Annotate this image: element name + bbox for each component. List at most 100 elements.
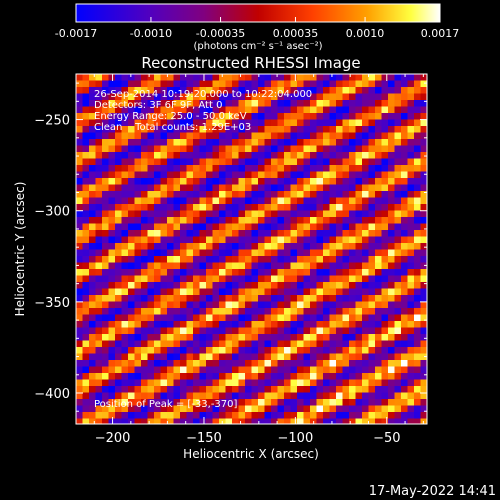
heatmap-cell bbox=[89, 386, 96, 393]
heatmap-cell bbox=[297, 80, 304, 88]
heatmap-cell bbox=[121, 347, 129, 354]
heatmap-cell bbox=[329, 269, 337, 276]
heatmap-cell bbox=[271, 288, 278, 296]
heatmap-cell bbox=[290, 327, 298, 335]
heatmap-cell bbox=[76, 340, 83, 348]
heatmap-cell bbox=[108, 275, 116, 283]
heatmap-cell bbox=[180, 80, 187, 88]
heatmap-cell bbox=[167, 223, 174, 231]
heatmap-cell bbox=[336, 418, 343, 424]
heatmap-cell bbox=[82, 314, 90, 322]
heatmap-cell bbox=[323, 301, 330, 309]
heatmap-cell bbox=[388, 386, 395, 393]
heatmap-cell bbox=[316, 262, 324, 270]
heatmap-cell bbox=[420, 93, 427, 101]
heatmap-cell bbox=[219, 184, 226, 192]
heatmap-cell bbox=[225, 340, 233, 348]
heatmap-cell bbox=[167, 334, 174, 341]
heatmap-cell bbox=[420, 152, 427, 159]
heatmap-cell bbox=[329, 126, 337, 133]
heatmap-cell bbox=[154, 288, 161, 296]
heatmap-cell bbox=[121, 373, 129, 380]
heatmap-cell bbox=[89, 347, 96, 354]
heatmap-cell bbox=[362, 373, 369, 380]
heatmap-cell bbox=[271, 243, 278, 250]
heatmap-cell bbox=[186, 308, 194, 315]
heatmap-cell bbox=[147, 132, 155, 140]
heatmap-cell bbox=[388, 191, 395, 198]
heatmap-cell bbox=[375, 308, 382, 315]
heatmap-cell bbox=[141, 132, 148, 140]
heatmap-cell bbox=[277, 243, 285, 250]
heatmap-cell bbox=[368, 360, 376, 367]
heatmap-cell bbox=[284, 340, 291, 348]
heatmap-cell bbox=[316, 295, 324, 302]
heatmap-cell bbox=[76, 204, 83, 211]
heatmap-cell bbox=[147, 243, 155, 250]
heatmap-cell bbox=[245, 340, 252, 348]
heatmap-cell bbox=[173, 379, 181, 387]
heatmap-cell bbox=[381, 314, 389, 322]
heatmap-cell bbox=[225, 353, 233, 361]
heatmap-cell bbox=[219, 321, 226, 328]
heatmap-cell bbox=[212, 249, 220, 257]
heatmap-cell bbox=[154, 308, 161, 315]
heatmap-cell bbox=[160, 217, 168, 224]
heatmap-cell bbox=[115, 217, 122, 224]
heatmap-cell bbox=[115, 145, 122, 153]
heatmap-cell bbox=[225, 197, 233, 205]
heatmap-cell bbox=[219, 288, 226, 296]
heatmap-cell bbox=[219, 405, 226, 413]
heatmap-cell bbox=[121, 392, 129, 400]
heatmap-cell bbox=[388, 340, 395, 348]
heatmap-cell bbox=[355, 353, 363, 361]
heatmap-cell bbox=[394, 347, 402, 354]
heatmap-cell bbox=[219, 171, 226, 179]
heatmap-cell bbox=[102, 379, 109, 387]
heatmap-cell bbox=[199, 106, 207, 114]
heatmap-cell bbox=[95, 288, 103, 296]
heatmap-cell bbox=[76, 262, 83, 270]
heatmap-cell bbox=[394, 275, 402, 283]
heatmap-cell bbox=[147, 230, 155, 237]
heatmap-cell bbox=[160, 126, 168, 133]
heatmap-cell bbox=[238, 308, 246, 315]
heatmap-cell bbox=[420, 262, 427, 270]
heatmap-cell bbox=[277, 327, 285, 335]
heatmap-cell bbox=[323, 366, 330, 374]
heatmap-cell bbox=[154, 106, 161, 114]
heatmap-cell bbox=[336, 314, 343, 322]
heatmap-cell bbox=[193, 223, 200, 231]
heatmap-cell bbox=[388, 158, 395, 166]
heatmap-cell bbox=[303, 165, 311, 172]
heatmap-cell bbox=[115, 80, 122, 88]
heatmap-cell bbox=[368, 93, 376, 101]
heatmap-cell bbox=[368, 243, 376, 250]
heatmap-cell bbox=[115, 399, 122, 406]
heatmap-cell bbox=[316, 269, 324, 276]
heatmap-cell bbox=[271, 418, 278, 424]
heatmap-cell bbox=[414, 301, 421, 309]
heatmap-cell bbox=[160, 80, 168, 88]
heatmap-cell bbox=[212, 269, 220, 276]
heatmap-cell bbox=[414, 74, 421, 81]
heatmap-cell bbox=[251, 412, 259, 419]
heatmap-cell bbox=[368, 197, 376, 205]
heatmap-cell bbox=[193, 295, 200, 302]
heatmap-cell bbox=[219, 353, 226, 361]
heatmap-cell bbox=[349, 113, 356, 120]
heatmap-cell bbox=[82, 145, 90, 153]
heatmap-cell bbox=[134, 80, 142, 88]
heatmap-cell bbox=[375, 347, 382, 354]
heatmap-cell bbox=[381, 334, 389, 341]
heatmap-cell bbox=[76, 230, 83, 237]
heatmap-cell bbox=[271, 373, 278, 380]
heatmap-cell bbox=[232, 217, 239, 224]
heatmap-cell bbox=[336, 334, 343, 341]
heatmap-cell bbox=[368, 334, 376, 341]
heatmap-cell bbox=[89, 327, 96, 335]
heatmap-cell bbox=[206, 204, 213, 211]
heatmap-cell bbox=[336, 165, 343, 172]
heatmap-cell bbox=[258, 418, 265, 424]
heatmap-cell bbox=[394, 87, 402, 94]
